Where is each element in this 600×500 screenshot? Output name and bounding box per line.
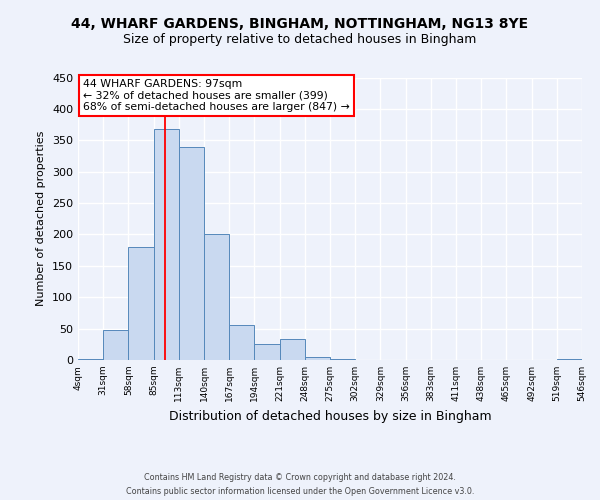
Bar — [280, 340, 305, 360]
Bar — [557, 358, 582, 360]
Bar — [330, 358, 355, 360]
X-axis label: Distribution of detached houses by size in Bingham: Distribution of detached houses by size … — [169, 410, 491, 422]
Bar — [103, 330, 128, 360]
Text: 44, WHARF GARDENS, BINGHAM, NOTTINGHAM, NG13 8YE: 44, WHARF GARDENS, BINGHAM, NOTTINGHAM, … — [71, 18, 529, 32]
Bar — [229, 326, 254, 360]
Text: Contains public sector information licensed under the Open Government Licence v3: Contains public sector information licen… — [126, 488, 474, 496]
Bar — [305, 357, 330, 360]
Bar — [254, 344, 280, 360]
Bar — [78, 358, 103, 360]
Bar — [204, 234, 229, 360]
Text: 44 WHARF GARDENS: 97sqm
← 32% of detached houses are smaller (399)
68% of semi-d: 44 WHARF GARDENS: 97sqm ← 32% of detache… — [83, 79, 350, 112]
Bar — [154, 129, 179, 360]
Text: Contains HM Land Registry data © Crown copyright and database right 2024.: Contains HM Land Registry data © Crown c… — [144, 472, 456, 482]
Bar — [128, 247, 154, 360]
Text: Size of property relative to detached houses in Bingham: Size of property relative to detached ho… — [124, 32, 476, 46]
Bar — [179, 146, 204, 360]
Y-axis label: Number of detached properties: Number of detached properties — [37, 131, 46, 306]
